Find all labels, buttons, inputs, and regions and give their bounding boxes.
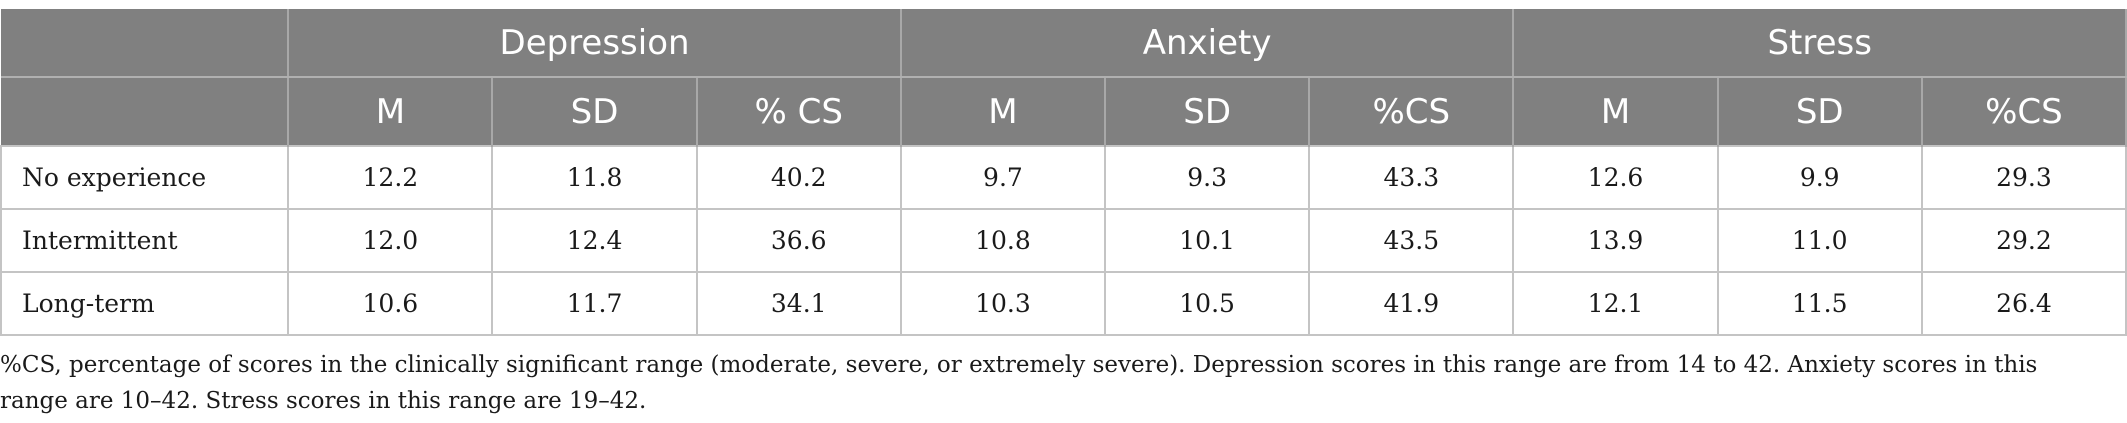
table-row: Intermittent 12.0 12.4 36.6 10.8 10.1 43… [0, 208, 2127, 273]
table-cell: 9.9 [1716, 145, 1923, 210]
subheader-anxiety-cs: %CS [1308, 77, 1515, 146]
subheader-anxiety-m: M [899, 77, 1107, 146]
table-cell: 43.5 [1308, 208, 1515, 273]
table-cell: 10.1 [1104, 208, 1311, 273]
table-row: Long-term 10.6 11.7 34.1 10.3 10.5 41.9 … [0, 271, 2127, 336]
table-cell: 29.3 [1920, 145, 2127, 210]
subheader-stress-cs: %CS [1920, 77, 2127, 146]
results-table-container: Depression Anxiety Stress M SD % CS M SD… [0, 9, 2127, 336]
table-cell: 13.9 [1512, 208, 1719, 273]
table-cell: 11.0 [1716, 208, 1923, 273]
table-row: No experience 12.2 11.8 40.2 9.7 9.3 43.… [0, 145, 2127, 210]
group-header-anxiety: Anxiety [899, 9, 1515, 78]
group-header-stress: Stress [1512, 9, 2127, 78]
table-cell: 34.1 [695, 271, 902, 336]
table-cell: 41.9 [1308, 271, 1515, 336]
table-cell: 12.2 [287, 145, 494, 210]
row-label: Intermittent [0, 208, 290, 273]
table-cell: 9.7 [899, 145, 1107, 210]
table-cell: 9.3 [1104, 145, 1311, 210]
row-label: Long-term [0, 271, 290, 336]
table-cell: 36.6 [695, 208, 902, 273]
table-cell: 10.8 [899, 208, 1107, 273]
subheader-depression-cs: % CS [695, 77, 902, 146]
table-cell: 11.8 [491, 145, 698, 210]
results-table: Depression Anxiety Stress M SD % CS M SD… [0, 9, 2127, 336]
table-cell: 43.3 [1308, 145, 1515, 210]
table-cell: 40.2 [695, 145, 902, 210]
subheader-row: M SD % CS M SD %CS M SD %CS [1, 77, 2127, 146]
table-cell: 29.2 [1920, 208, 2127, 273]
table-cell: 12.4 [491, 208, 698, 273]
group-header-row: Depression Anxiety Stress [1, 9, 2127, 78]
table-cell: 12.0 [287, 208, 494, 273]
table-cell: 11.7 [491, 271, 698, 336]
table-cell: 12.1 [1512, 271, 1719, 336]
subheader-stress-sd: SD [1716, 77, 1923, 146]
table-cell: 10.5 [1104, 271, 1311, 336]
row-label: No experience [0, 145, 290, 210]
table-cell: 11.5 [1716, 271, 1923, 336]
corner-cell [1, 9, 290, 78]
table-cell: 10.6 [287, 271, 494, 336]
subheader-depression-m: M [287, 77, 494, 146]
group-header-depression: Depression [287, 9, 902, 78]
subheader-stress-m: M [1512, 77, 1719, 146]
corner-cell-sub [1, 77, 290, 146]
table-cell: 12.6 [1512, 145, 1719, 210]
table-cell: 26.4 [1920, 271, 2127, 336]
subheader-depression-sd: SD [491, 77, 698, 146]
subheader-anxiety-sd: SD [1104, 77, 1311, 146]
table-cell: 10.3 [899, 271, 1107, 336]
table-footnote: %CS, percentage of scores in the clinica… [0, 352, 2038, 414]
